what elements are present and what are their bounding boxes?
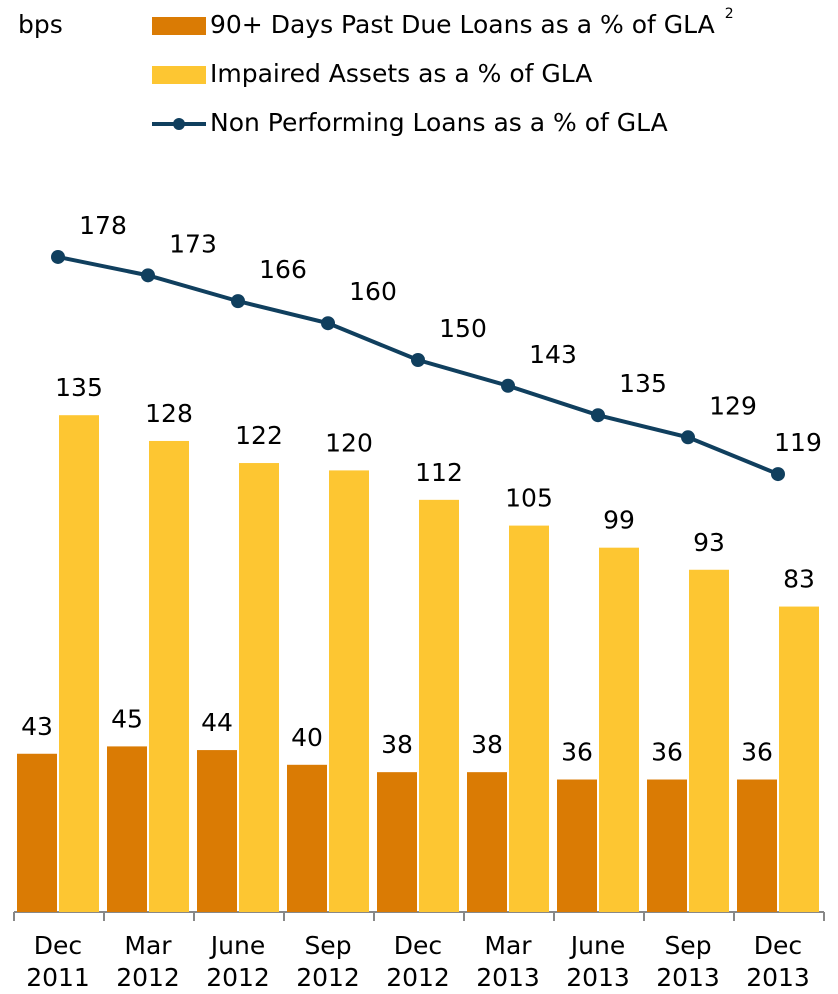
- line-marker: [321, 316, 335, 331]
- x-tick-label: June: [569, 931, 625, 960]
- x-tick-label: Sep: [664, 931, 711, 960]
- x-tick-label: Dec: [34, 931, 82, 960]
- x-tick-label: Dec: [754, 931, 802, 960]
- value-label: 40: [291, 723, 323, 752]
- line-marker: [411, 353, 425, 367]
- value-label: 36: [651, 738, 683, 767]
- value-label: 160: [349, 277, 397, 306]
- line-marker: [591, 408, 605, 423]
- x-tick-label: 2013: [746, 963, 810, 992]
- bar: [419, 499, 459, 912]
- value-label: 38: [471, 730, 503, 759]
- bar: [197, 750, 237, 912]
- value-label: 120: [325, 428, 373, 457]
- legend-swatch: [152, 66, 206, 84]
- unit-label: bps: [18, 10, 63, 39]
- x-tick-label: 2013: [656, 963, 720, 992]
- x-tick-label: Mar: [484, 931, 532, 960]
- value-label: 166: [259, 255, 307, 284]
- x-tick-label: 2013: [476, 963, 540, 992]
- value-label: 119: [774, 428, 822, 457]
- value-label: 135: [55, 373, 103, 402]
- legend-label: Impaired Assets as a % of GLA: [210, 59, 592, 88]
- legend-label: Non Performing Loans as a % of GLA: [210, 108, 668, 137]
- bar: [689, 569, 729, 912]
- bar: [107, 746, 147, 912]
- bar: [239, 463, 279, 912]
- bar: [287, 764, 327, 912]
- bar: [467, 772, 507, 912]
- value-label: 105: [505, 484, 553, 513]
- x-tick-label: June: [209, 931, 265, 960]
- legend-note: 2: [725, 6, 734, 22]
- value-label: 129: [709, 391, 757, 420]
- bar: [557, 779, 597, 912]
- x-tick-label: 2013: [566, 963, 630, 992]
- value-label: 122: [235, 421, 283, 450]
- value-label: 36: [561, 738, 593, 767]
- line-marker: [51, 249, 65, 264]
- value-label: 112: [415, 458, 463, 487]
- bar: [17, 753, 57, 912]
- bar: [149, 440, 189, 912]
- value-label: 135: [619, 369, 667, 398]
- bar: [59, 415, 99, 912]
- value-label: 38: [381, 730, 413, 759]
- value-label: 143: [529, 340, 577, 369]
- legend-swatch: [152, 17, 206, 35]
- x-tick-label: Mar: [124, 931, 172, 960]
- value-label: 150: [439, 314, 487, 343]
- line-marker: [681, 430, 695, 445]
- x-tick-label: 2012: [386, 963, 450, 992]
- value-label: 173: [169, 229, 217, 258]
- legend-label: 90+ Days Past Due Loans as a % of GLA: [210, 10, 715, 39]
- x-tick-label: 2012: [296, 963, 360, 992]
- line-marker: [141, 268, 155, 283]
- value-label: 45: [111, 704, 143, 733]
- value-label: 178: [79, 211, 127, 240]
- value-label: 93: [693, 528, 725, 557]
- line-marker: [771, 467, 785, 482]
- value-label: 99: [603, 506, 635, 535]
- value-label: 44: [201, 708, 233, 737]
- line-marker: [231, 294, 245, 309]
- value-label: 83: [783, 565, 815, 594]
- bar: [737, 779, 777, 912]
- line-marker: [501, 378, 515, 393]
- value-label: 43: [21, 712, 53, 741]
- bar: [329, 470, 369, 912]
- x-tick-label: 2012: [116, 963, 180, 992]
- x-tick-label: 2012: [206, 963, 270, 992]
- bar: [647, 779, 687, 912]
- value-label: 128: [145, 399, 193, 428]
- x-tick-label: 2011: [26, 963, 90, 992]
- legend-marker: [173, 118, 185, 130]
- x-tick-label: Sep: [304, 931, 351, 960]
- bar: [377, 772, 417, 912]
- bar: [509, 525, 549, 912]
- bar: [779, 606, 819, 912]
- x-tick-label: Dec: [394, 931, 442, 960]
- value-label: 36: [741, 738, 773, 767]
- bar: [599, 547, 639, 912]
